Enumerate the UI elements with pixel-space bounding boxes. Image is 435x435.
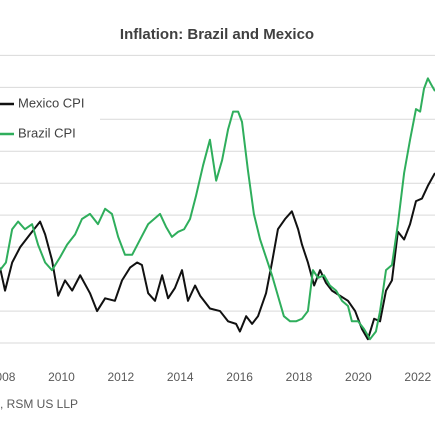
x-tick-label: 2012 xyxy=(107,370,134,384)
x-axis: 2008 2010 2012 2014 2016 2018 2020 2022 xyxy=(0,370,431,384)
series-line xyxy=(0,172,435,341)
x-tick-label: 2022 xyxy=(404,370,431,384)
plot-area xyxy=(0,77,435,341)
series-line xyxy=(0,77,435,341)
source-note: , RSM US LLP xyxy=(0,397,78,411)
x-tick-label: 2014 xyxy=(167,370,194,384)
legend-background xyxy=(0,92,100,148)
legend-label: Brazil CPI xyxy=(18,125,76,140)
x-tick-label: 2008 xyxy=(0,370,16,384)
grid xyxy=(0,54,435,344)
legend: Mexico CPI Brazil CPI xyxy=(0,92,100,148)
legend-label: Mexico CPI xyxy=(18,95,84,110)
x-tick-label: 2020 xyxy=(345,370,372,384)
x-tick-label: 2018 xyxy=(286,370,313,384)
chart-title: Inflation: Brazil and Mexico xyxy=(120,26,314,43)
x-tick-label: 2016 xyxy=(226,370,253,384)
x-tick-label: 2010 xyxy=(48,370,75,384)
